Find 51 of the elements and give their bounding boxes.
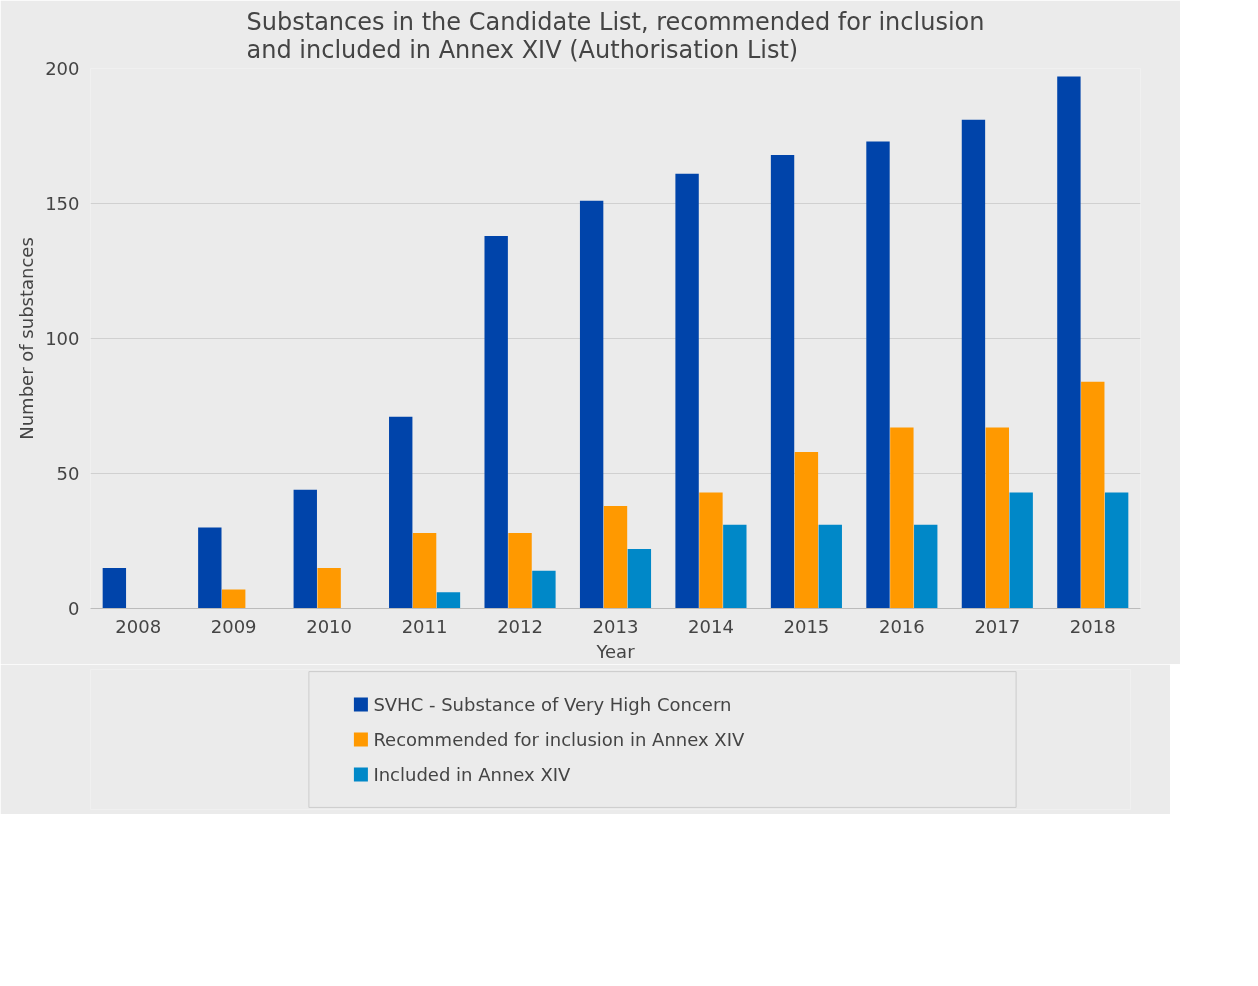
bar — [818, 524, 842, 609]
bar — [985, 427, 1010, 609]
bar — [866, 141, 890, 609]
bar — [1057, 76, 1081, 609]
legend-label: Recommended for inclusion in Annex XIV — [373, 729, 745, 750]
bar — [890, 427, 914, 609]
y-tick-label: 200 — [45, 58, 80, 79]
bar — [317, 568, 341, 609]
x-tick-label: 2014 — [688, 615, 734, 637]
bar — [579, 200, 604, 609]
x-tick-label: 2016 — [878, 615, 925, 637]
bar — [102, 568, 127, 609]
legend-label: Included in Annex XIV — [373, 764, 572, 785]
x-tick-label: 2010 — [306, 615, 353, 637]
legend-label: SVHC - Substance of Very High Concern — [373, 694, 732, 715]
bar — [1104, 492, 1129, 609]
bar — [198, 527, 222, 609]
bar — [603, 505, 628, 609]
x-tick-label: 2011 — [401, 615, 448, 637]
x-tick-label: 2008 — [115, 615, 162, 637]
bar — [389, 416, 413, 609]
bar — [508, 532, 532, 609]
x-tick-label: 2015 — [783, 615, 830, 637]
y-axis-title: Number of substances — [16, 237, 38, 440]
bar — [532, 570, 556, 609]
bar — [1009, 492, 1033, 609]
bar — [1081, 381, 1105, 609]
bar — [770, 154, 795, 609]
y-tick-label: 150 — [45, 193, 80, 214]
bar — [221, 589, 246, 609]
bar — [961, 119, 986, 609]
x-tick-label: 2012 — [497, 615, 543, 637]
y-tick-label: 0 — [68, 598, 80, 619]
bar — [436, 592, 461, 609]
bar — [723, 524, 747, 609]
bar — [627, 549, 652, 609]
bar — [794, 451, 819, 609]
x-tick-label: 2017 — [974, 615, 1021, 637]
y-tick-label: 50 — [56, 463, 80, 484]
bar — [699, 492, 723, 609]
x-tick-label: 2018 — [1069, 615, 1116, 637]
bar — [675, 173, 699, 609]
x-tick-label: 2009 — [210, 615, 257, 637]
y-tick-label: 100 — [45, 328, 80, 349]
bar — [484, 235, 508, 609]
bar — [914, 524, 938, 609]
bar — [412, 532, 437, 609]
bar — [293, 489, 317, 609]
x-tick-label: 2013 — [592, 615, 639, 637]
x-axis-title: Year — [595, 640, 636, 662]
chart-title: Substances in the Candidate List, recommended for inclusion and included in Annex XIV (Authorisation List) — [246, 7, 985, 64]
